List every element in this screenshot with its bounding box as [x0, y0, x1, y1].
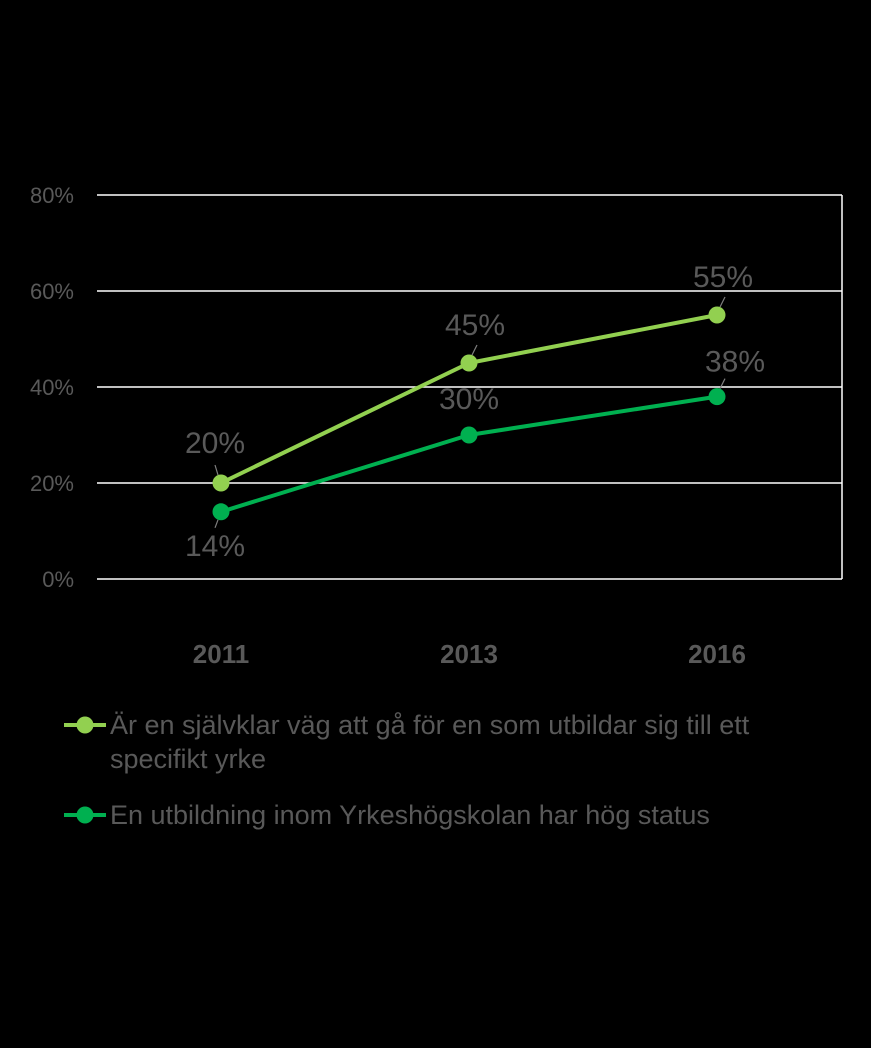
data-point-series-1-2011	[212, 474, 230, 492]
x-tick-label-2013: 2013	[440, 639, 498, 669]
data-label-leader-series-1-2016	[719, 296, 726, 308]
legend-item-series-1: Är en självklar väg att gå för en som ut…	[62, 708, 842, 776]
data-point-series-2-2011	[212, 503, 230, 521]
data-label-series-2-2016: 38%	[705, 346, 765, 379]
data-label-series-2-2011: 14%	[185, 530, 245, 563]
x-tick-label-2016: 2016	[688, 639, 746, 669]
legend-item-series-2: En utbildning inom Yrkeshögskolan har hö…	[62, 798, 842, 832]
data-label-series-1-2016: 55%	[693, 261, 753, 294]
legend-marker-series-2	[64, 806, 106, 824]
data-label-series-1-2013: 45%	[445, 309, 505, 342]
legend-label-series-1: Är en självklar väg att gå för en som ut…	[110, 710, 750, 774]
data-point-series-1-2016	[708, 306, 726, 324]
y-tick-label-1: 20%	[30, 471, 74, 496]
data-point-series-2-2016	[708, 388, 726, 406]
data-label-leader-series-1-2011	[214, 464, 219, 476]
data-label-leader-series-1-2013	[471, 344, 478, 356]
y-tick-label-0: 0%	[42, 567, 74, 592]
y-tick-label-4: 80%	[30, 183, 74, 208]
y-tick-label-2: 40%	[30, 375, 74, 400]
legend-marker-series-1	[64, 716, 106, 734]
legend-label-series-2: En utbildning inom Yrkeshögskolan har hö…	[110, 800, 710, 830]
data-label-leader-series-2-2011	[214, 519, 219, 529]
data-label-leader-series-2-2016	[719, 378, 726, 389]
data-label-series-2-2013: 30%	[439, 383, 499, 416]
y-tick-label-3: 60%	[30, 279, 74, 304]
line-chart: 0% 20% 40% 60% 80% 2011 2013 2016 20% 45% 55% 14% 30…	[30, 183, 843, 669]
data-label-series-1-2011: 20%	[185, 427, 245, 460]
data-point-series-1-2013	[460, 354, 478, 372]
chart-legend: Är en självklar väg att gå för en som ut…	[62, 708, 842, 832]
data-point-series-2-2013	[460, 426, 478, 444]
x-tick-label-2011: 2011	[193, 639, 249, 669]
